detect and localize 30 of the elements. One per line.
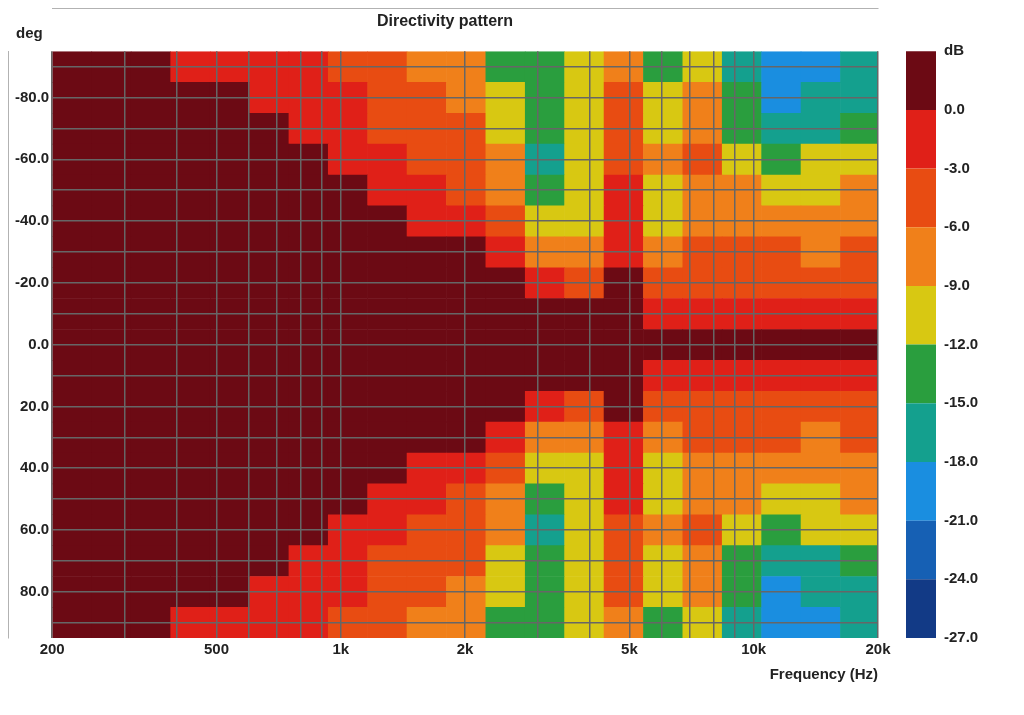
x-tick-label: 2k (456, 640, 475, 658)
color-bar-label: -18.0 (944, 452, 979, 470)
y-tick-label: -40.0 (14, 211, 50, 229)
color-bar-title: dB (944, 41, 965, 59)
y-tick-label: -20.0 (14, 272, 50, 290)
color-bar-label: -6.0 (944, 217, 970, 235)
color-bar-label: -21.0 (944, 510, 979, 528)
color-bar-label: -3.0 (944, 158, 970, 176)
x-tick-label: 10k (741, 640, 767, 658)
y-axis-title: deg (16, 23, 43, 41)
x-tick-label: 500 (203, 640, 230, 658)
y-tick-label: 80.0 (19, 581, 50, 599)
color-bar-label: -9.0 (944, 276, 970, 294)
x-tick-label: 1k (332, 640, 350, 658)
y-tick-label: -80.0 (14, 87, 50, 105)
x-axis-title: Frequency (Hz) (769, 665, 878, 683)
y-tick-label: 20.0 (19, 396, 50, 414)
chart-title: Directivity pattern (376, 12, 514, 30)
color-bar-label: -27.0 (944, 628, 979, 646)
color-bar-label: -12.0 (944, 334, 979, 352)
x-tick-label: 200 (39, 640, 65, 658)
color-bar-label: -24.0 (944, 569, 979, 587)
color-bar-label: 0.0 (944, 100, 965, 118)
x-tick-label: 5k (621, 640, 639, 658)
y-tick-label: 40.0 (19, 458, 50, 476)
y-tick-label: 0.0 (28, 334, 50, 352)
color-bar-label: -15.0 (944, 393, 979, 411)
y-tick-label: 60.0 (19, 520, 50, 538)
x-tick-label: 20k (865, 640, 892, 658)
y-tick-label: -60.0 (14, 149, 50, 167)
